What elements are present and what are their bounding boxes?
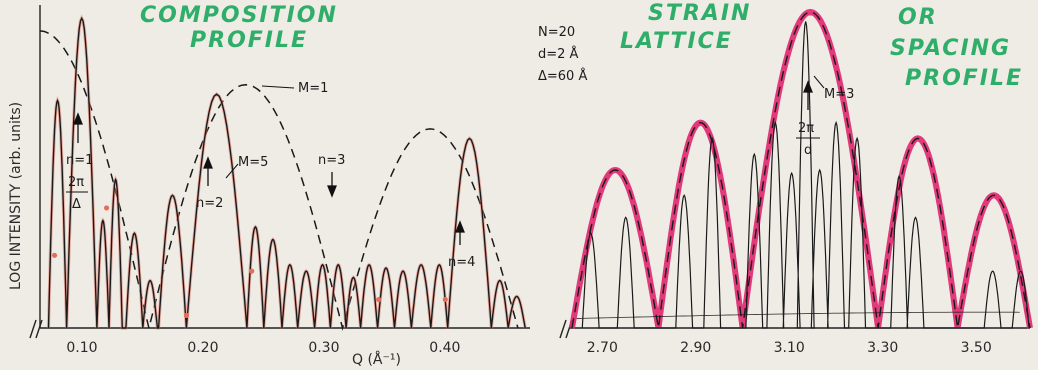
red-marker-0 <box>51 252 58 258</box>
two-pi-d-arrow <box>803 80 813 110</box>
series-m5-solid <box>47 16 526 329</box>
right-baseline-ripples <box>576 311 1020 319</box>
tick-labels: 0.10 0.20 0.30 0.40 2.70 2.90 3.10 3.30 3.50 <box>66 340 991 356</box>
left-x-tick-2: 0.30 <box>308 340 339 356</box>
right-title-spacing: SPACING <box>890 36 1011 61</box>
two-pi-numerator: 2π <box>68 175 84 190</box>
two-pi-right-numerator: 2π <box>798 121 814 136</box>
n2-arrow <box>203 156 213 186</box>
m5-leader <box>225 163 239 179</box>
label-m1: M=1 <box>298 81 328 96</box>
n4-arrow <box>455 220 465 245</box>
series-m1-dashed <box>39 30 519 331</box>
delta-denominator: Δ <box>72 197 81 212</box>
left-x-tick-1: 0.20 <box>187 340 218 356</box>
param-n: N=20 <box>538 25 575 40</box>
param-d: d=2 Å <box>538 46 579 62</box>
right-x-tick-3: 3.30 <box>867 340 898 356</box>
label-n1: n=1 <box>66 153 93 168</box>
red-marker-1 <box>103 205 110 211</box>
y-axis-label: LOG INTENSITY (arb. units) <box>8 102 24 290</box>
left-title-line2: PROFILE <box>190 28 308 53</box>
label-n4: n=4 <box>448 255 475 270</box>
red-marker-5 <box>376 296 382 303</box>
label-m3: M=3 <box>824 87 854 102</box>
m1-leader <box>261 85 295 89</box>
right-x-tick-1: 2.90 <box>680 340 711 356</box>
m3-leader <box>813 75 825 89</box>
right-title-lattice: LATTICE <box>620 29 733 54</box>
series-m5-highlight <box>46 14 527 330</box>
left-plot <box>39 14 527 331</box>
right-title-profile: PROFILE <box>905 66 1023 91</box>
d-denominator: d <box>804 143 812 158</box>
label-n2: n=2 <box>196 196 223 211</box>
left-axis-break <box>29 319 43 339</box>
n1-arrow <box>73 112 83 143</box>
left-x-tick-0: 0.10 <box>66 340 97 356</box>
label-m5: M=5 <box>238 155 268 170</box>
left-title-line1: COMPOSITION <box>140 3 338 28</box>
left-x-tick-3: 0.40 <box>429 340 460 356</box>
label-n3: n=3 <box>318 153 345 168</box>
right-x-tick-2: 3.10 <box>774 340 805 356</box>
right-sharp-peaks <box>581 21 1030 329</box>
red-marker-2 <box>183 312 189 318</box>
right-x-tick-4: 3.50 <box>961 340 992 356</box>
n3-arrow <box>327 172 337 198</box>
red-marker-4 <box>442 296 448 303</box>
right-plot <box>569 8 1033 329</box>
red-marker-3 <box>249 268 255 274</box>
x-axis-label: Q (Å⁻¹) <box>352 351 401 368</box>
right-title-strain: STRAIN <box>648 1 751 26</box>
right-x-tick-0: 2.70 <box>587 340 618 356</box>
right-title-or: OR <box>898 5 938 30</box>
right-envelope-dashed <box>571 11 1031 329</box>
param-delta: Δ=60 Å <box>538 68 587 84</box>
